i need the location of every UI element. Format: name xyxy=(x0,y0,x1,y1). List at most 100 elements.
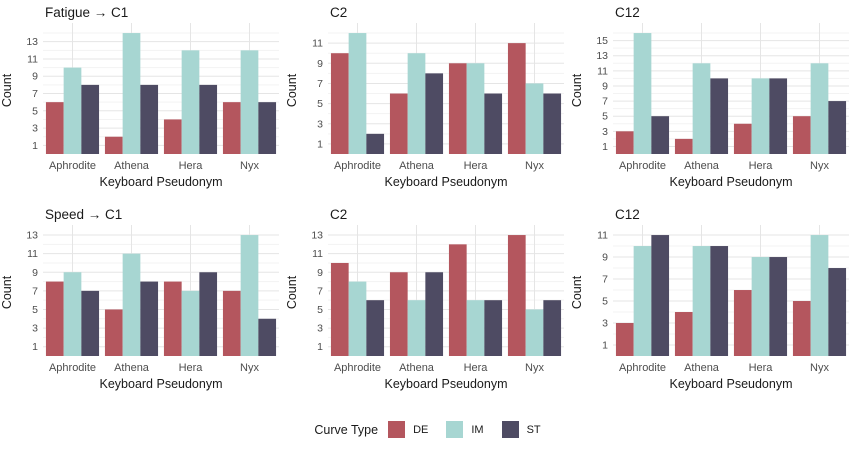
bar-ST-Aphrodite xyxy=(81,290,100,356)
bar-ST-Aphrodite xyxy=(81,84,100,154)
x-tick-label: Athena xyxy=(684,362,720,374)
bar-ST-Hera xyxy=(484,300,503,356)
bar-ST-Hera xyxy=(769,257,788,356)
bar-DE-Hera xyxy=(163,281,182,356)
y-tick-label: 7 xyxy=(32,88,38,100)
bar-DE-Nyx xyxy=(792,301,811,356)
x-tick-label: Nyx xyxy=(810,362,829,374)
x-tick-label: Hera xyxy=(749,160,774,172)
legend-entries: DE IM ST xyxy=(388,421,541,438)
y-tick-label: 5 xyxy=(317,98,323,110)
bar-IM-Athena xyxy=(692,246,711,356)
bar-DE-Athena xyxy=(389,93,408,154)
panel-title: C12 xyxy=(615,5,640,20)
bar-IM-Nyx xyxy=(810,235,829,356)
bar-ST-Athena xyxy=(425,73,444,154)
bar-ST-Nyx xyxy=(828,268,847,356)
y-tick-label: 1 xyxy=(32,140,38,152)
y-tick-label: 7 xyxy=(602,96,608,108)
bar-DE-Nyx xyxy=(222,102,241,154)
legend-label-ST: ST xyxy=(526,423,541,436)
legend-title: Curve Type xyxy=(314,422,379,437)
bar-DE-Athena xyxy=(104,136,123,154)
panel-title: C2 xyxy=(330,5,347,20)
x-tick-label: Nyx xyxy=(525,362,544,374)
x-tick-label: Aphrodite xyxy=(334,362,381,374)
bar-ST-Nyx xyxy=(258,102,277,154)
y-tick-label: 9 xyxy=(32,267,38,279)
bar-DE-Nyx xyxy=(507,43,526,154)
x-tick-label: Athena xyxy=(399,362,435,374)
bar-IM-Athena xyxy=(407,300,426,356)
bar-IM-Nyx xyxy=(240,50,259,154)
y-tick-label: 3 xyxy=(602,318,608,330)
bar-ST-Athena xyxy=(710,78,729,154)
bar-DE-Aphrodite xyxy=(615,323,634,356)
bar-ST-Nyx xyxy=(543,300,562,356)
y-tick-label: 13 xyxy=(26,36,38,48)
bar-IM-Hera xyxy=(181,50,200,154)
x-axis-title: Keyboard Pseudonym xyxy=(670,377,793,391)
y-tick-label: 3 xyxy=(317,323,323,335)
y-tick-label: 11 xyxy=(597,65,608,77)
y-tick-label: 13 xyxy=(311,230,323,242)
bar-DE-Aphrodite xyxy=(330,262,349,356)
x-axis-title: Keyboard Pseudonym xyxy=(385,175,508,189)
x-tick-label: Nyx xyxy=(240,160,259,172)
bar-IM-Hera xyxy=(751,257,770,356)
y-tick-label: 5 xyxy=(32,105,38,117)
panel-title: C2 xyxy=(330,207,347,222)
y-axis-title: Count xyxy=(0,275,14,309)
y-tick-label: 7 xyxy=(602,274,608,286)
panel-title: C12 xyxy=(615,207,640,222)
y-tick-label: 11 xyxy=(597,230,608,242)
bar-IM-Athena xyxy=(692,63,711,154)
bar-IM-Nyx xyxy=(810,63,829,154)
x-tick-label: Hera xyxy=(179,160,204,172)
legend: Curve Type DE IM ST xyxy=(0,404,855,451)
bar-ST-Athena xyxy=(710,246,729,356)
legend-swatch-ST xyxy=(501,421,519,438)
bar-DE-Nyx xyxy=(222,290,241,356)
bar-DE-Aphrodite xyxy=(330,53,349,154)
y-tick-label: 11 xyxy=(27,248,38,260)
bar-ST-Aphrodite xyxy=(366,133,385,154)
bar-ST-Nyx xyxy=(543,93,562,154)
y-tick-label: 1 xyxy=(317,341,323,353)
y-tick-label: 13 xyxy=(26,230,38,242)
charts-grid: 1 3 5 7 9 11 13 Aphrodite Athena Hera Nyx Keyboard … xyxy=(0,5,849,391)
bar-IM-Aphrodite xyxy=(348,281,367,356)
x-axis-title: Keyboard Pseudonym xyxy=(385,377,508,391)
bar-ST-Nyx xyxy=(828,101,847,154)
bar-DE-Athena xyxy=(389,272,408,356)
y-tick-label: 1 xyxy=(602,340,608,352)
x-axis-title: Keyboard Pseudonym xyxy=(100,175,223,189)
y-axis-title: Count xyxy=(570,73,584,107)
bar-IM-Hera xyxy=(751,78,770,154)
bar-ST-Athena xyxy=(140,281,159,356)
legend-entry-ST: ST xyxy=(501,421,541,438)
bar-IM-Hera xyxy=(466,300,485,356)
bar-ST-Nyx xyxy=(258,318,277,356)
y-tick-label: 3 xyxy=(32,323,38,335)
bar-DE-Nyx xyxy=(507,235,526,356)
bar-DE-Nyx xyxy=(792,116,811,154)
y-tick-label: 7 xyxy=(32,285,38,297)
y-tick-label: 3 xyxy=(32,123,38,135)
x-tick-label: Hera xyxy=(464,160,489,172)
chart-panel-1-2: 1 3 5 7 9 11 Aphrodite Athena Hera Nyx Keyboard Ps… xyxy=(570,207,849,391)
y-tick-label: 7 xyxy=(317,78,323,90)
y-tick-label: 11 xyxy=(27,53,38,65)
bar-ST-Hera xyxy=(199,84,218,154)
y-tick-label: 5 xyxy=(317,304,323,316)
bar-DE-Hera xyxy=(448,244,467,356)
legend-entry-DE: DE xyxy=(388,421,428,438)
y-tick-label: 9 xyxy=(317,58,323,70)
y-axis-title: Count xyxy=(570,275,584,309)
bar-DE-Hera xyxy=(163,119,182,154)
bar-DE-Aphrodite xyxy=(45,102,64,154)
